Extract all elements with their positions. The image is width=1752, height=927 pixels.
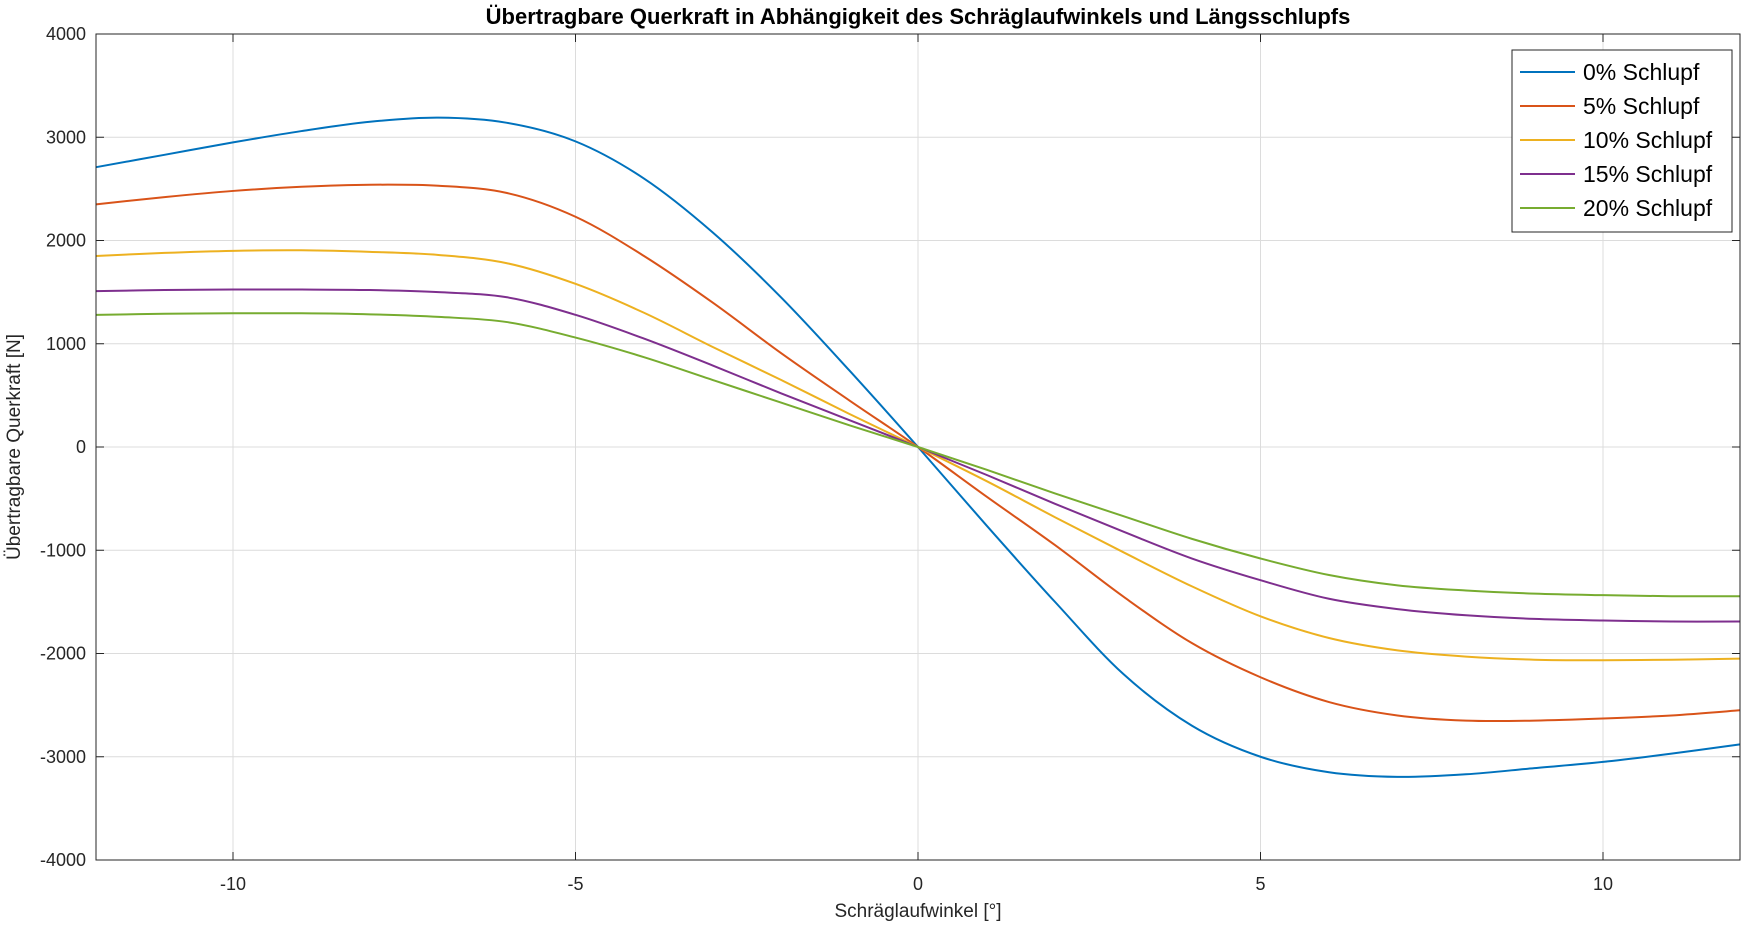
y-tick-label: -3000 [40, 747, 86, 767]
y-tick-label: -1000 [40, 540, 86, 560]
y-tick-label: -2000 [40, 644, 86, 664]
x-axis-title: Schräglaufwinkel [°] [834, 901, 1001, 922]
legend-label-5: 20% Schlupf [1583, 195, 1713, 221]
y-tick-label: 1000 [46, 334, 86, 354]
y-tick-label: 3000 [46, 127, 86, 147]
legend-label-3: 10% Schlupf [1583, 127, 1713, 153]
ticks: -10 -5 0 5 10 -4000 -3000 -2000 -1000 0 1000 2000 30… [40, 24, 1740, 894]
x-tick-label: -5 [567, 874, 583, 894]
y-tick-label: 2000 [46, 231, 86, 251]
chart-title: Übertragbare Querkraft in Abhängigkeit d… [486, 4, 1351, 29]
legend: 0% Schlupf 5% Schlupf 10% Schlupf 15% Schlu… [1511, 49, 1733, 233]
legend-label-1: 0% Schlupf [1583, 59, 1700, 85]
legend-label-4: 15% Schlupf [1583, 161, 1713, 187]
series-line-5 [95, 312, 1741, 598]
x-tick-label: 5 [1255, 874, 1265, 894]
y-tick-label: -4000 [40, 850, 86, 870]
x-tick-label: -10 [220, 874, 246, 894]
x-tick-label: 0 [913, 874, 923, 894]
y-tick-label: 4000 [46, 24, 86, 44]
x-tick-label: 10 [1593, 874, 1613, 894]
y-tick-label: 0 [76, 437, 86, 457]
y-axis-title: Übertragbare Querkraft [N] [4, 334, 25, 560]
legend-label-2: 5% Schlupf [1583, 93, 1700, 119]
series-lines [95, 116, 1741, 778]
